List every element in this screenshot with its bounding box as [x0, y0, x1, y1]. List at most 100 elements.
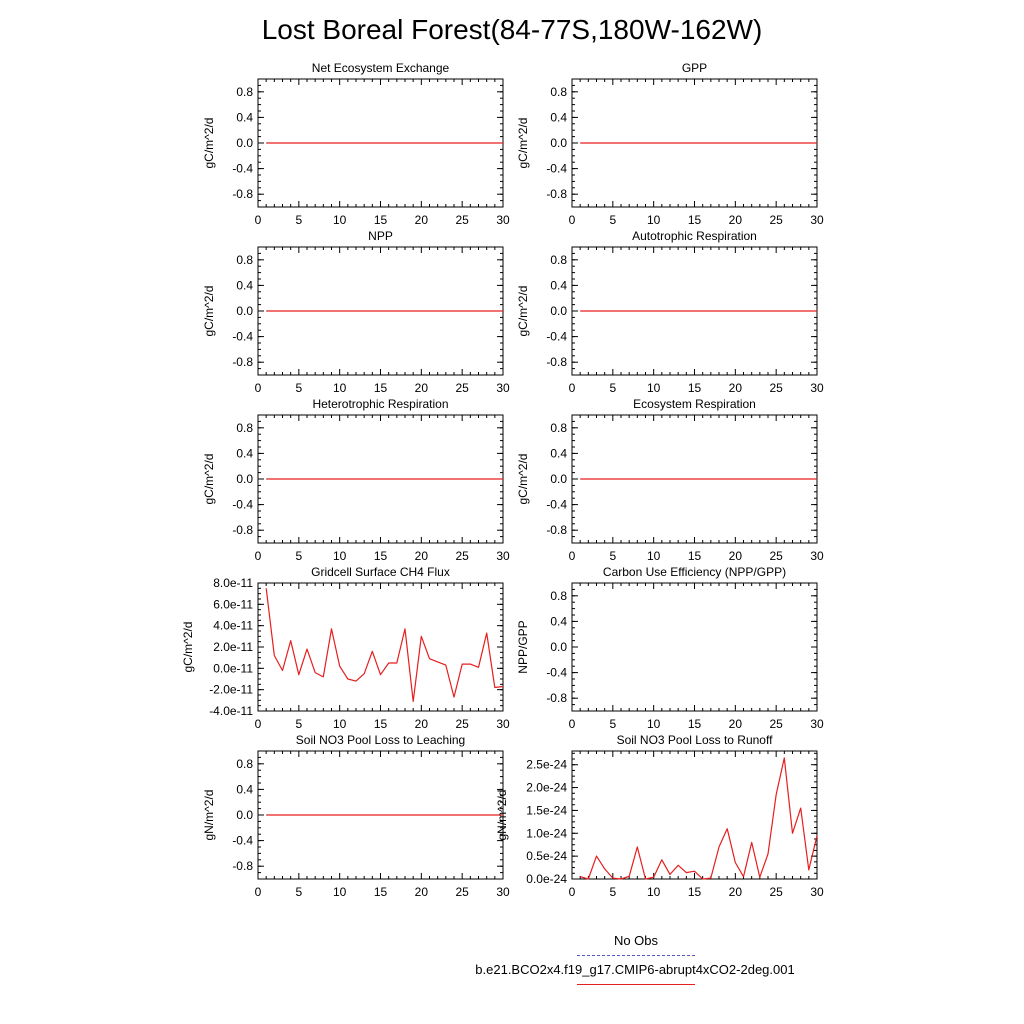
panel-8-xtick-label: 10 — [647, 717, 661, 731]
panel-5-ytick-label: 0.0 — [236, 472, 253, 486]
panel-6-ytick-label: -0.8 — [546, 523, 567, 537]
panel-7-xtick-label: 25 — [455, 717, 469, 731]
panel-6-xtick-label: 5 — [609, 549, 616, 563]
panel-6-xtick-label: 0 — [569, 549, 576, 563]
panel-4-ytick-label: 0.0 — [550, 304, 567, 318]
panel-5-ytick-label: 0.4 — [236, 446, 253, 460]
panel-8-title: Carbon Use Efficiency (NPP/GPP) — [603, 565, 786, 579]
panel-7-ylabel: gC/m^2/d — [181, 622, 195, 673]
panel-1-xtick-label: 25 — [455, 213, 469, 227]
panel-9-title: Soil NO3 Pool Loss to Leaching — [296, 733, 465, 747]
panel-3-ytick-label: -0.4 — [232, 330, 253, 344]
panel-5-ytick-label: 0.8 — [236, 421, 253, 435]
panel-9-xtick-label: 10 — [333, 885, 347, 899]
legend-obs-line — [577, 955, 695, 956]
panel-1-ytick-label: 0.8 — [236, 85, 253, 99]
panel-7-ytick-label: 2.0e-11 — [213, 640, 253, 654]
panel-10-xtick-label: 10 — [647, 885, 661, 899]
panel-7-ytick-label: -4.0e-11 — [209, 704, 253, 718]
panel-10-xtick-label: 15 — [688, 885, 702, 899]
panel-10-ytick-label: 1.0e-24 — [526, 826, 567, 840]
panel-9-xtick-label: 30 — [496, 885, 510, 899]
panel-10-ylabel: gN/m^2/d — [495, 790, 509, 841]
panel-3-ytick-label: 0.0 — [236, 304, 253, 318]
panel-7-frame — [257, 582, 504, 712]
panel-3-xtick-label: 15 — [374, 381, 388, 395]
panel-2-title: GPP — [682, 61, 707, 75]
legend-model-label: b.e21.BCO2x4.f19_g17.CMIP6-abrupt4xCO2-2… — [475, 962, 795, 977]
panel-6-xtick-label: 10 — [647, 549, 661, 563]
panel-8-xtick-label: 0 — [569, 717, 576, 731]
panel-4-xtick-label: 30 — [810, 381, 824, 395]
panel-3-ytick-label: 0.8 — [236, 253, 253, 267]
panel-6-xtick-label: 25 — [769, 549, 783, 563]
panel-3-xtick-label: 30 — [496, 381, 510, 395]
panel-6-ytick-label: 0.0 — [550, 472, 567, 486]
panel-2-xtick-label: 20 — [729, 213, 743, 227]
panel-1-ytick-label: 0.4 — [236, 110, 253, 124]
panel-3-xtick-label: 5 — [295, 381, 302, 395]
panel-7-xtick-label: 5 — [295, 717, 302, 731]
panel-7-xtick-label: 0 — [255, 717, 262, 731]
panel-7-xtick-label: 20 — [415, 717, 429, 731]
panel-7-xtick-label: 10 — [333, 717, 347, 731]
panel-7-xtick-label: 30 — [496, 717, 510, 731]
panel-2-ytick-label: 0.8 — [550, 85, 567, 99]
panel-5-ytick-label: -0.8 — [232, 523, 253, 537]
panel-10-xtick-label: 5 — [609, 885, 616, 899]
panel-7-xtick-label: 15 — [374, 717, 388, 731]
panel-3-ylabel: gC/m^2/d — [202, 286, 216, 337]
panel-10-xtick-label: 20 — [729, 885, 743, 899]
panel-9-xtick-label: 0 — [255, 885, 262, 899]
panel-4-xtick-label: 15 — [688, 381, 702, 395]
panel-5-xtick-label: 25 — [455, 549, 469, 563]
panel-9-xtick-label: 15 — [374, 885, 388, 899]
panel-4-xtick-label: 5 — [609, 381, 616, 395]
panel-8-xtick-label: 5 — [609, 717, 616, 731]
panel-2-xtick-label: 0 — [569, 213, 576, 227]
panel-6-ylabel: gC/m^2/d — [516, 454, 530, 505]
panel-4-ytick-label: -0.8 — [546, 355, 567, 369]
panel-5-xtick-label: 10 — [333, 549, 347, 563]
panel-8-ytick-label: -0.8 — [546, 691, 567, 705]
legend-obs-label: No Obs — [613, 933, 659, 948]
panel-2-ytick-label: -0.4 — [546, 162, 567, 176]
panel-9-xtick-label: 20 — [415, 885, 429, 899]
panel-2-ytick-label: 0.0 — [550, 136, 567, 150]
panel-7-ytick-label: -2.0e-11 — [209, 683, 253, 697]
panel-4-title: Autotrophic Respiration — [632, 229, 757, 243]
panel-3-title: NPP — [368, 229, 393, 243]
panel-6-ytick-label: 0.4 — [550, 446, 567, 460]
panel-2-ytick-label: -0.8 — [546, 187, 567, 201]
panel-7-ytick-label: 6.0e-11 — [213, 597, 253, 611]
panel-8-ytick-label: 0.8 — [550, 589, 567, 603]
panel-4-ylabel: gC/m^2/d — [516, 286, 530, 337]
panel-9-ylabel: gN/m^2/d — [202, 790, 216, 841]
panel-8-ylabel: NPP/GPP — [516, 620, 530, 673]
panel-10-frame — [571, 750, 818, 880]
panel-6-xtick-label: 20 — [729, 549, 743, 563]
panel-1-ytick-label: -0.8 — [232, 187, 253, 201]
panel-5-xtick-label: 30 — [496, 549, 510, 563]
panel-5-title: Heterotrophic Respiration — [312, 397, 448, 411]
legend-model-line — [577, 984, 695, 985]
panel-2-ytick-label: 0.4 — [550, 110, 567, 124]
panel-9-ytick-label: -0.8 — [232, 859, 253, 873]
panel-1-xtick-label: 30 — [496, 213, 510, 227]
panel-8-ytick-label: 0.0 — [550, 640, 567, 654]
panel-3-xtick-label: 20 — [415, 381, 429, 395]
panel-7-title: Gridcell Surface CH4 Flux — [311, 565, 450, 579]
panel-1-ylabel: gC/m^2/d — [202, 118, 216, 169]
panel-6-xtick-label: 15 — [688, 549, 702, 563]
panel-10-xtick-label: 25 — [769, 885, 783, 899]
panel-10-ytick-label: 0.5e-24 — [526, 849, 567, 863]
panel-2-xtick-label: 30 — [810, 213, 824, 227]
panel-9-ytick-label: 0.8 — [236, 757, 253, 771]
panel-3-xtick-label: 0 — [255, 381, 262, 395]
panel-1-xtick-label: 15 — [374, 213, 388, 227]
panel-7-ytick-label: 0.0e-11 — [213, 661, 253, 675]
panel-8-xtick-label: 20 — [729, 717, 743, 731]
panel-5-ytick-label: -0.4 — [232, 498, 253, 512]
panel-1-ytick-label: 0.0 — [236, 136, 253, 150]
panel-3-ytick-label: -0.8 — [232, 355, 253, 369]
